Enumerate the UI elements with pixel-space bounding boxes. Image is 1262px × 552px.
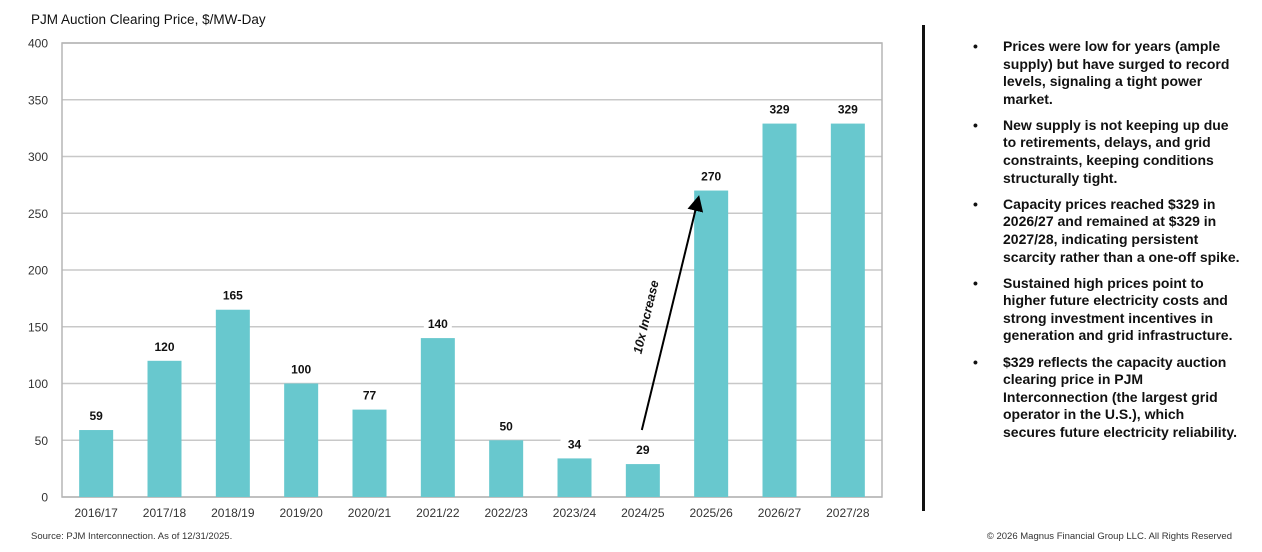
bullet-item: • Capacity prices reached $329 in 2026/27… bbox=[973, 195, 1240, 265]
data-label-bg bbox=[492, 417, 521, 434]
data-label: 29 bbox=[636, 443, 650, 457]
bar-2027/28 bbox=[830, 123, 865, 498]
y-tick-label: 250 bbox=[28, 207, 48, 221]
chart-title: PJM Auction Clearing Price, $/MW-Day bbox=[31, 12, 266, 27]
x-tick-label: 2022/23 bbox=[484, 506, 528, 520]
bullet-item: • Sustained high prices point to higher f… bbox=[973, 274, 1233, 344]
y-tick-label: 300 bbox=[28, 150, 48, 164]
divider bbox=[922, 25, 925, 511]
y-tick-label: 50 bbox=[35, 434, 49, 448]
bar-2025/26 bbox=[694, 190, 729, 498]
bullet-item: • New supply is not keeping up due to ret… bbox=[973, 116, 1229, 186]
data-label-bg bbox=[82, 407, 111, 424]
x-tick-label: 2016/17 bbox=[74, 506, 118, 520]
data-label-bg bbox=[765, 100, 794, 117]
bar-chart: 0 50 100 150 200 250 300 350 400 59 2016/17 120 2017… bbox=[28, 37, 883, 520]
data-label: 59 bbox=[89, 409, 103, 423]
data-label-bg bbox=[560, 435, 589, 452]
data-label-bg bbox=[287, 360, 316, 377]
bar-2017/18 bbox=[147, 360, 182, 497]
bullet-icon: • bbox=[973, 195, 978, 212]
data-label: 165 bbox=[223, 289, 243, 303]
increase-arrow bbox=[640, 195, 704, 431]
annotation-label: 10x Increase bbox=[631, 279, 662, 355]
bullet-item: • Prices were low for years (ample supply… bbox=[973, 38, 1230, 107]
y-tick-label: 100 bbox=[28, 377, 48, 391]
bar-2018/19 bbox=[215, 309, 250, 497]
bar-2019/20 bbox=[284, 383, 319, 497]
data-label: 140 bbox=[428, 317, 448, 331]
bar-2020/21 bbox=[352, 409, 387, 497]
y-tick-label: 200 bbox=[28, 264, 48, 278]
data-label: 77 bbox=[363, 389, 377, 403]
data-label-bg bbox=[218, 286, 247, 303]
data-label: 270 bbox=[701, 170, 721, 184]
y-tick-label: 400 bbox=[28, 37, 48, 51]
x-tick-label: 2026/27 bbox=[758, 506, 802, 520]
data-label-bg bbox=[355, 386, 384, 403]
x-tick-label: 2024/25 bbox=[621, 506, 665, 520]
bar-2022/23 bbox=[489, 440, 524, 497]
bar-2024/25 bbox=[625, 464, 660, 497]
x-tick-label: 2019/20 bbox=[279, 506, 323, 520]
data-label: 120 bbox=[154, 340, 174, 354]
bar-2021/22 bbox=[420, 338, 455, 497]
x-tick-label: 2017/18 bbox=[143, 506, 187, 520]
bullet-icon: • bbox=[973, 116, 978, 133]
data-label: 329 bbox=[838, 103, 858, 117]
data-label: 50 bbox=[499, 419, 513, 433]
data-label: 100 bbox=[291, 363, 311, 377]
bullet-icon: • bbox=[973, 38, 978, 54]
data-label: 34 bbox=[568, 437, 582, 451]
y-tick-label: 350 bbox=[28, 93, 48, 107]
bar-2016/17 bbox=[79, 430, 114, 497]
data-label-bg bbox=[423, 315, 452, 332]
bullet-icon: • bbox=[973, 353, 978, 370]
y-tick-label: 150 bbox=[28, 320, 48, 334]
data-label-bg bbox=[697, 167, 726, 184]
x-tick-label: 2023/24 bbox=[553, 506, 597, 520]
x-tick-label: 2018/19 bbox=[211, 506, 255, 520]
data-label-bg bbox=[628, 441, 657, 458]
data-label-bg bbox=[150, 337, 179, 354]
y-tick-label: 0 bbox=[41, 491, 48, 505]
data-label-bg bbox=[833, 100, 862, 117]
bar-2023/24 bbox=[557, 458, 592, 497]
bar-2026/27 bbox=[762, 123, 797, 498]
bullet-icon: • bbox=[973, 274, 978, 291]
plot-border bbox=[61, 42, 883, 498]
x-tick-label: 2027/28 bbox=[826, 506, 870, 520]
x-tick-label: 2020/21 bbox=[348, 506, 392, 520]
source-note: Source: PJM Interconnection. As of 12/31… bbox=[31, 531, 233, 542]
copyright: © 2026 Magnus Financial Group LLC. All R… bbox=[986, 531, 1232, 542]
x-tick-label: 2025/26 bbox=[689, 506, 733, 520]
data-label: 329 bbox=[769, 103, 789, 117]
bullet-item: • $329 reflects the capacity auction clea… bbox=[973, 353, 1237, 440]
bullet-list: • Prices were low for years (ample supply… bbox=[962, 38, 1240, 450]
x-tick-label: 2021/22 bbox=[416, 506, 460, 520]
